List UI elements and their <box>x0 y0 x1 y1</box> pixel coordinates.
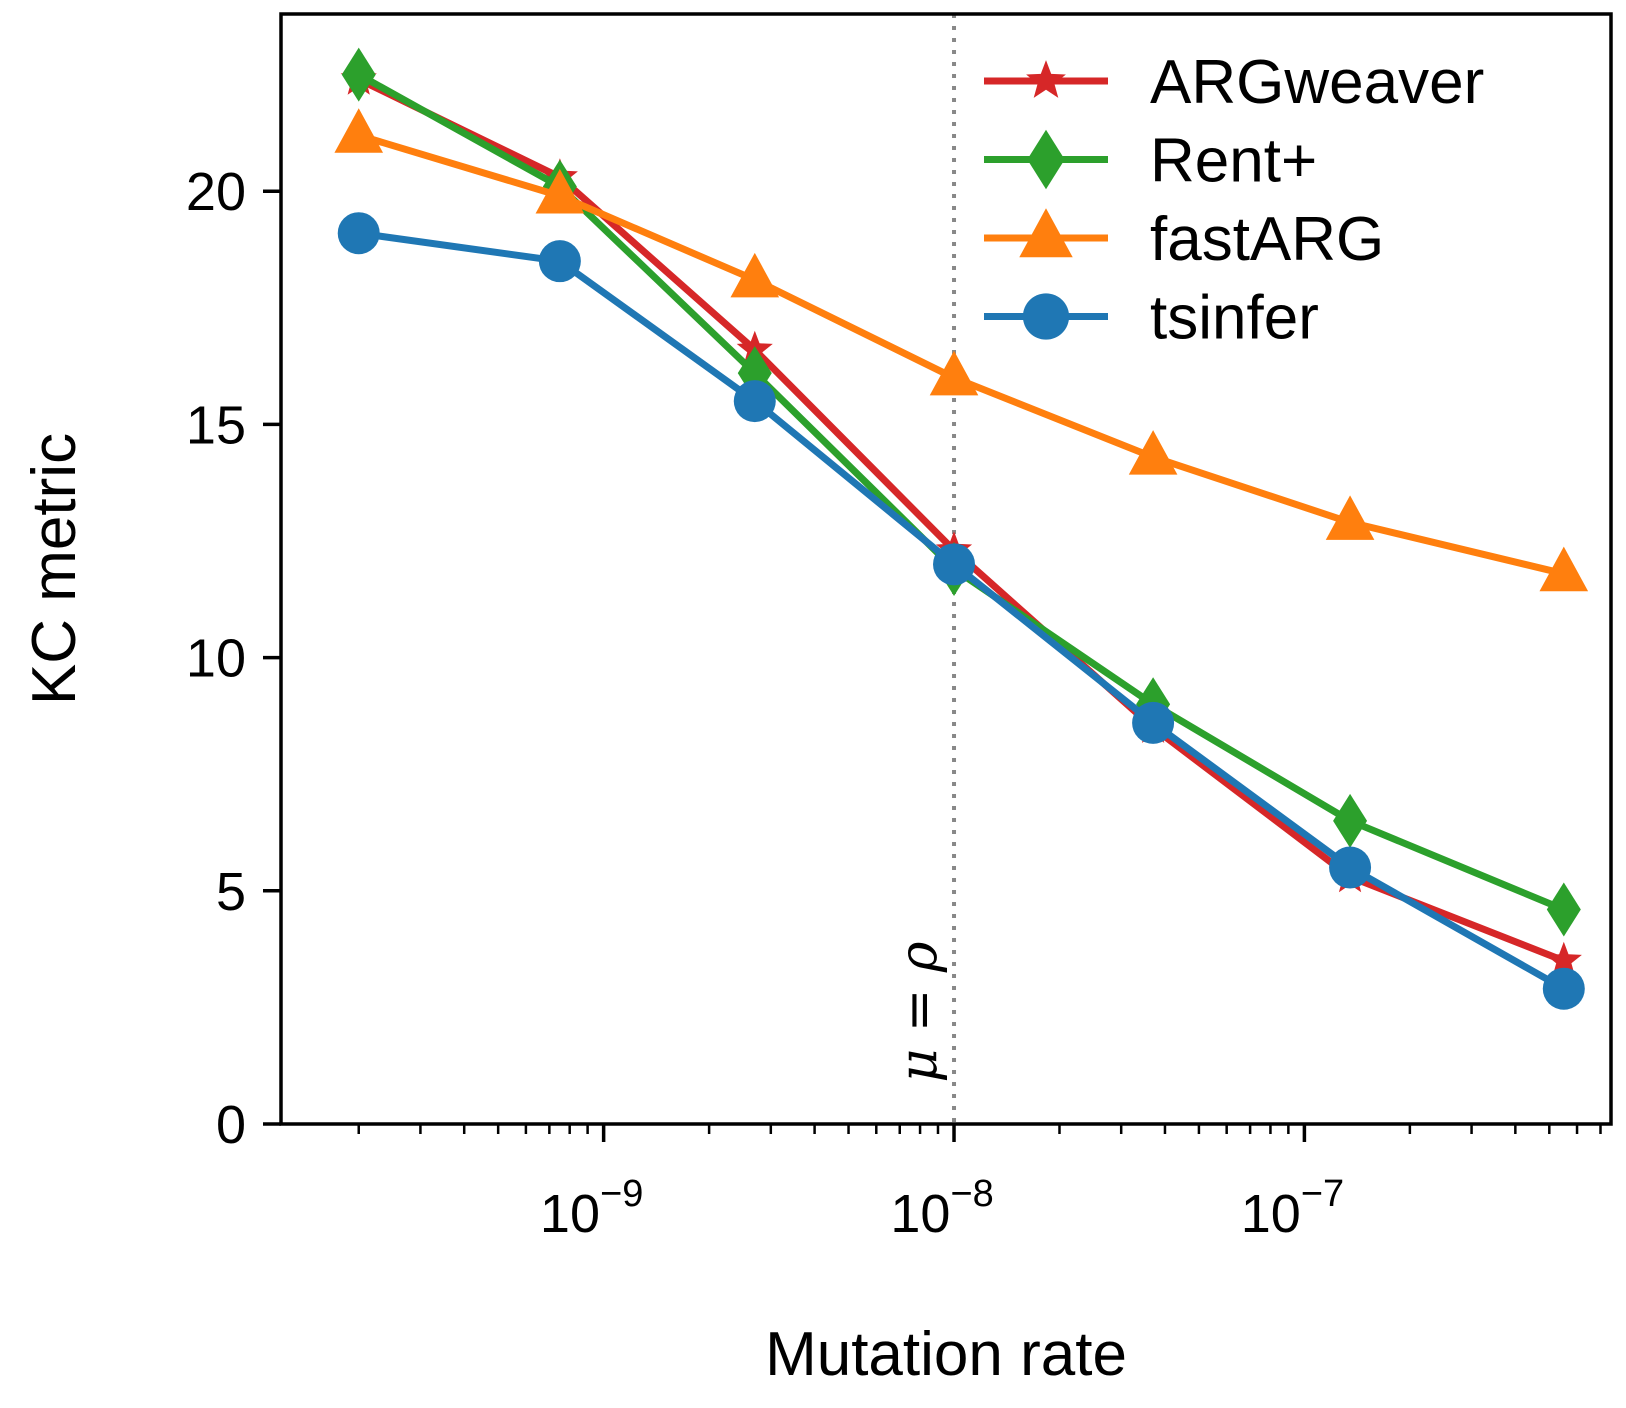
data-point-rent <box>1546 882 1581 937</box>
series-fastarg <box>334 108 1589 592</box>
data-point-tsinfer <box>538 240 581 283</box>
x-tick-label: 10−7 <box>1241 1173 1344 1244</box>
x-axis-title: Mutation rate <box>765 1320 1127 1389</box>
x-tick-exponent: −7 <box>1301 1173 1344 1215</box>
x-tick-base: 10 <box>1241 1184 1301 1244</box>
series-tsinfer <box>337 212 1585 1010</box>
data-point-fastarg <box>730 252 780 298</box>
x-tick-label: 10−9 <box>540 1173 643 1244</box>
data-point-fastarg <box>334 108 384 153</box>
series-rent <box>341 47 1581 937</box>
x-tick-base: 10 <box>540 1184 600 1244</box>
data-point-tsinfer <box>933 543 976 586</box>
y-tick-label: 5 <box>216 862 246 922</box>
data-point-tsinfer <box>733 380 776 423</box>
x-tick-exponent: −8 <box>950 1173 993 1215</box>
legend-entry-rent: Rent+ <box>984 127 1317 196</box>
legend-label-argweaver: ARGweaver <box>1150 48 1484 117</box>
x-tick-exponent: −9 <box>600 1173 643 1215</box>
data-point-tsinfer <box>1542 967 1585 1010</box>
y-tick-label: 10 <box>186 629 246 689</box>
data-point-tsinfer <box>1132 701 1175 744</box>
data-point-rent <box>1333 793 1368 848</box>
data-point-fastarg <box>1325 495 1375 540</box>
series-line-tsinfer <box>358 229 1566 992</box>
legend-label-tsinfer: tsinfer <box>1150 284 1319 353</box>
plot-frame <box>279 12 1613 1126</box>
data-point-tsinfer <box>1329 846 1372 889</box>
y-axis: 0 5 10 15 20 <box>186 162 281 1155</box>
legend-marker-tsinfer <box>1022 293 1070 340</box>
mu-equals-rho-annotation: μ = ρ <box>889 941 949 1082</box>
legend-label-fastarg: fastARG <box>1150 205 1384 274</box>
legend-entry-argweaver: ARGweaver <box>984 48 1484 117</box>
data-point-fastarg <box>1539 546 1589 592</box>
y-axis-title: KC metric <box>20 433 89 705</box>
series-line-fastarg <box>357 131 1565 578</box>
legend-label-rent: Rent+ <box>1150 127 1317 196</box>
data-point-rent <box>341 47 376 102</box>
x-axis: 10−9 10−8 10−7 <box>357 1124 1602 1244</box>
x-tick-label: 10−8 <box>890 1173 993 1244</box>
series-line-rent <box>356 71 1566 913</box>
legend-marker-fastarg <box>1019 208 1073 258</box>
legend-entry-tsinfer: tsinfer <box>984 284 1319 353</box>
data-point-fastarg <box>929 350 979 396</box>
y-tick-label: 0 <box>216 1095 246 1155</box>
y-tick-label: 20 <box>186 162 246 222</box>
data-point-fastarg <box>535 168 585 214</box>
data-point-tsinfer <box>337 212 380 255</box>
data-point-argweaver <box>1545 941 1582 977</box>
y-tick-label: 15 <box>186 395 246 455</box>
legend-entry-fastarg: fastARG <box>984 205 1384 274</box>
legend: ARGweaver Rent+ fastARG tsinfer <box>984 48 1484 353</box>
legend-marker-argweaver <box>1026 60 1066 98</box>
legend-marker-rent <box>1027 129 1065 190</box>
series-layer <box>334 47 1589 1010</box>
x-tick-base: 10 <box>890 1184 950 1244</box>
data-point-fastarg <box>1128 430 1178 475</box>
